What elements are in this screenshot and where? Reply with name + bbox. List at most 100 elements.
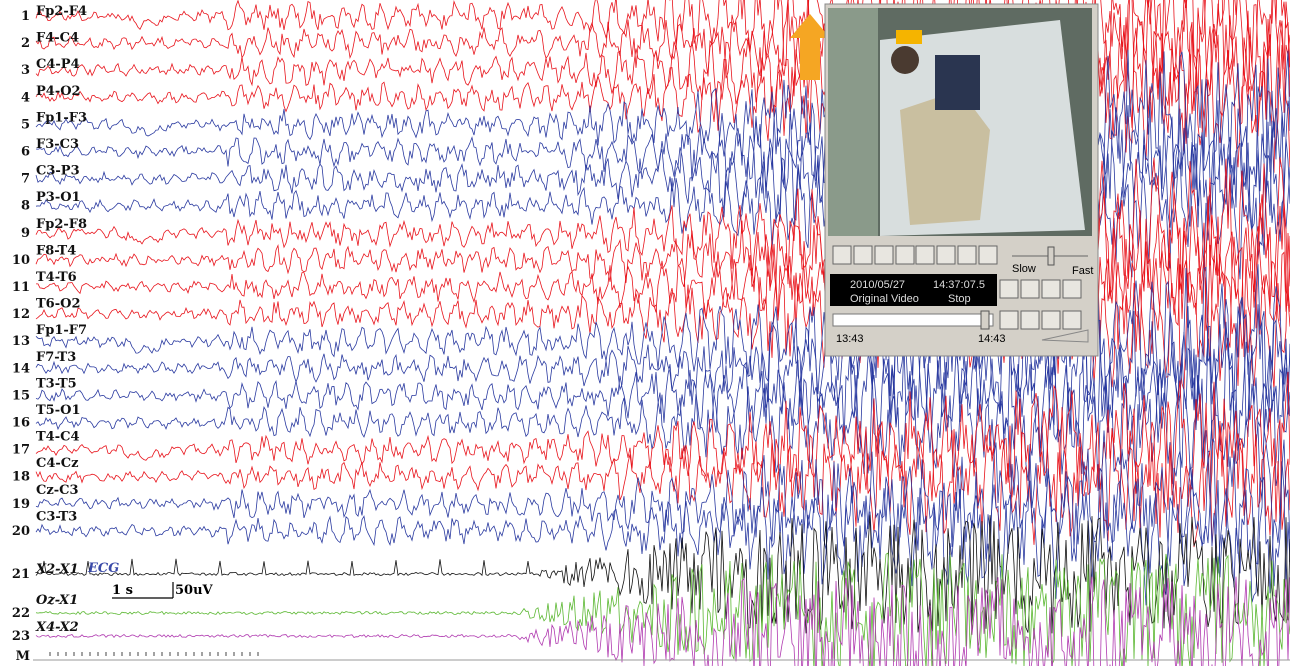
control-button[interactable]: [895, 245, 915, 265]
channel-number: 19: [12, 497, 30, 512]
channel-number: 9: [21, 226, 30, 241]
eeg-trace: [35, 325, 1290, 468]
channel-label: Cz-C3: [36, 483, 79, 498]
eeg-trace: [35, 371, 1290, 527]
control-button[interactable]: [915, 245, 935, 265]
video-person: [891, 46, 919, 74]
video-wall: [828, 8, 878, 236]
channel-label: T4-T6: [36, 270, 77, 285]
aux-trace: [35, 576, 1290, 666]
channel-number: 11: [12, 280, 30, 295]
channel-number: 1: [21, 9, 30, 24]
source: Original Video: [850, 293, 919, 305]
channel-label: Oz-X1: [36, 593, 78, 608]
control-button[interactable]: [832, 245, 852, 265]
face-mask: [896, 30, 922, 44]
channel-number: 15: [12, 388, 30, 403]
video-sheet: [900, 90, 990, 225]
channel-number: 8: [21, 199, 30, 214]
channel-label: T3-T5: [36, 376, 77, 391]
channel-number: 16: [12, 416, 30, 431]
speed-slider[interactable]: [1047, 246, 1055, 266]
control-button[interactable]: [1020, 279, 1040, 299]
channel-label: F8-T4: [36, 243, 76, 258]
channel-number: 3: [21, 63, 30, 78]
ecg-label: ECG: [87, 561, 119, 576]
eeg-trace: [35, 450, 1290, 606]
channel-label: Fp2-F8: [36, 217, 87, 232]
channel-number: 17: [12, 443, 30, 458]
channel-number: 12: [12, 307, 30, 322]
scale-bar: 1 s 50uV: [112, 582, 214, 599]
control-button[interactable]: [999, 279, 1019, 299]
channel-label: Fp2-F4: [36, 4, 87, 19]
channel-number: 22: [12, 606, 30, 621]
channel-number: M: [16, 649, 30, 664]
channel-number: 10: [12, 253, 30, 268]
speed-max: Fast: [1072, 265, 1093, 277]
channel-label: F3-C3: [36, 137, 79, 152]
channel-label: C3-P3: [36, 164, 80, 179]
channel-number: 2: [21, 36, 30, 51]
time: 14:37:07.5: [933, 279, 985, 291]
channel-number: 7: [21, 172, 30, 187]
control-button[interactable]: [1062, 310, 1082, 330]
speed-min: Slow: [1012, 263, 1036, 275]
channel-label: C3-T3: [36, 509, 77, 524]
channel-number: 18: [12, 470, 30, 485]
channel-labels: 1234567891011121314151617181920212223MFp…: [12, 4, 87, 664]
eeg-trace: [35, 345, 1290, 501]
eeg-trace: [35, 398, 1290, 548]
control-button[interactable]: [874, 245, 894, 265]
channel-label: F7-T3: [36, 350, 76, 365]
channel-number: 20: [12, 524, 30, 539]
channel-label: T4-C4: [36, 430, 80, 445]
position-track: [832, 313, 994, 327]
arrow: [790, 14, 830, 80]
control-button[interactable]: [1041, 279, 1061, 299]
control-button[interactable]: [978, 245, 998, 265]
channel-label: C4-P4: [36, 57, 80, 72]
control-button[interactable]: [936, 245, 956, 265]
eeg-trace: [35, 429, 1290, 587]
control-button[interactable]: [853, 245, 873, 265]
volume[interactable]: [1041, 329, 1089, 343]
channel-number: 14: [12, 361, 30, 376]
channel-number: 13: [12, 334, 30, 349]
position-slider[interactable]: [980, 310, 990, 330]
control-button[interactable]: [999, 310, 1019, 330]
control-button[interactable]: [1041, 310, 1061, 330]
channel-label: X2-X1: [35, 562, 79, 577]
info-display: [830, 274, 997, 306]
marker-row: [49, 652, 259, 656]
channel-number: 6: [21, 145, 30, 160]
channel-number: 21: [12, 567, 30, 582]
amplitude-scale: 50uV: [175, 583, 214, 598]
channel-number: 23: [12, 629, 30, 644]
date: 2010/05/27: [850, 279, 905, 291]
video-person: [935, 55, 980, 110]
channel-label: C4-Cz: [36, 456, 79, 471]
time-scale: 1 s: [112, 583, 133, 598]
channel-label: F4-C4: [36, 31, 79, 46]
channel-label: T5-O1: [36, 403, 80, 418]
control-button[interactable]: [1062, 279, 1082, 299]
channel-label: P4-O2: [36, 84, 81, 99]
channel-label: Fp1-F7: [36, 323, 87, 338]
range-end: 14:43: [978, 333, 1006, 345]
channel-label: T6-O2: [36, 297, 80, 312]
video-player: 2010/05/27 14:37:07.5 Original Video Sto…: [824, 3, 1099, 357]
control-button[interactable]: [1020, 310, 1040, 330]
channel-label: X4-X2: [35, 620, 79, 635]
range-start: 13:43: [836, 333, 864, 345]
status: Stop: [948, 293, 971, 305]
control-button[interactable]: [957, 245, 977, 265]
channel-label: Fp1-F3: [36, 110, 87, 125]
channel-number: 5: [21, 117, 30, 132]
aux-trace: [35, 552, 1290, 666]
aux-trace: [35, 514, 1290, 634]
channel-label: P3-O1: [36, 190, 81, 205]
channel-number: 4: [21, 90, 30, 105]
